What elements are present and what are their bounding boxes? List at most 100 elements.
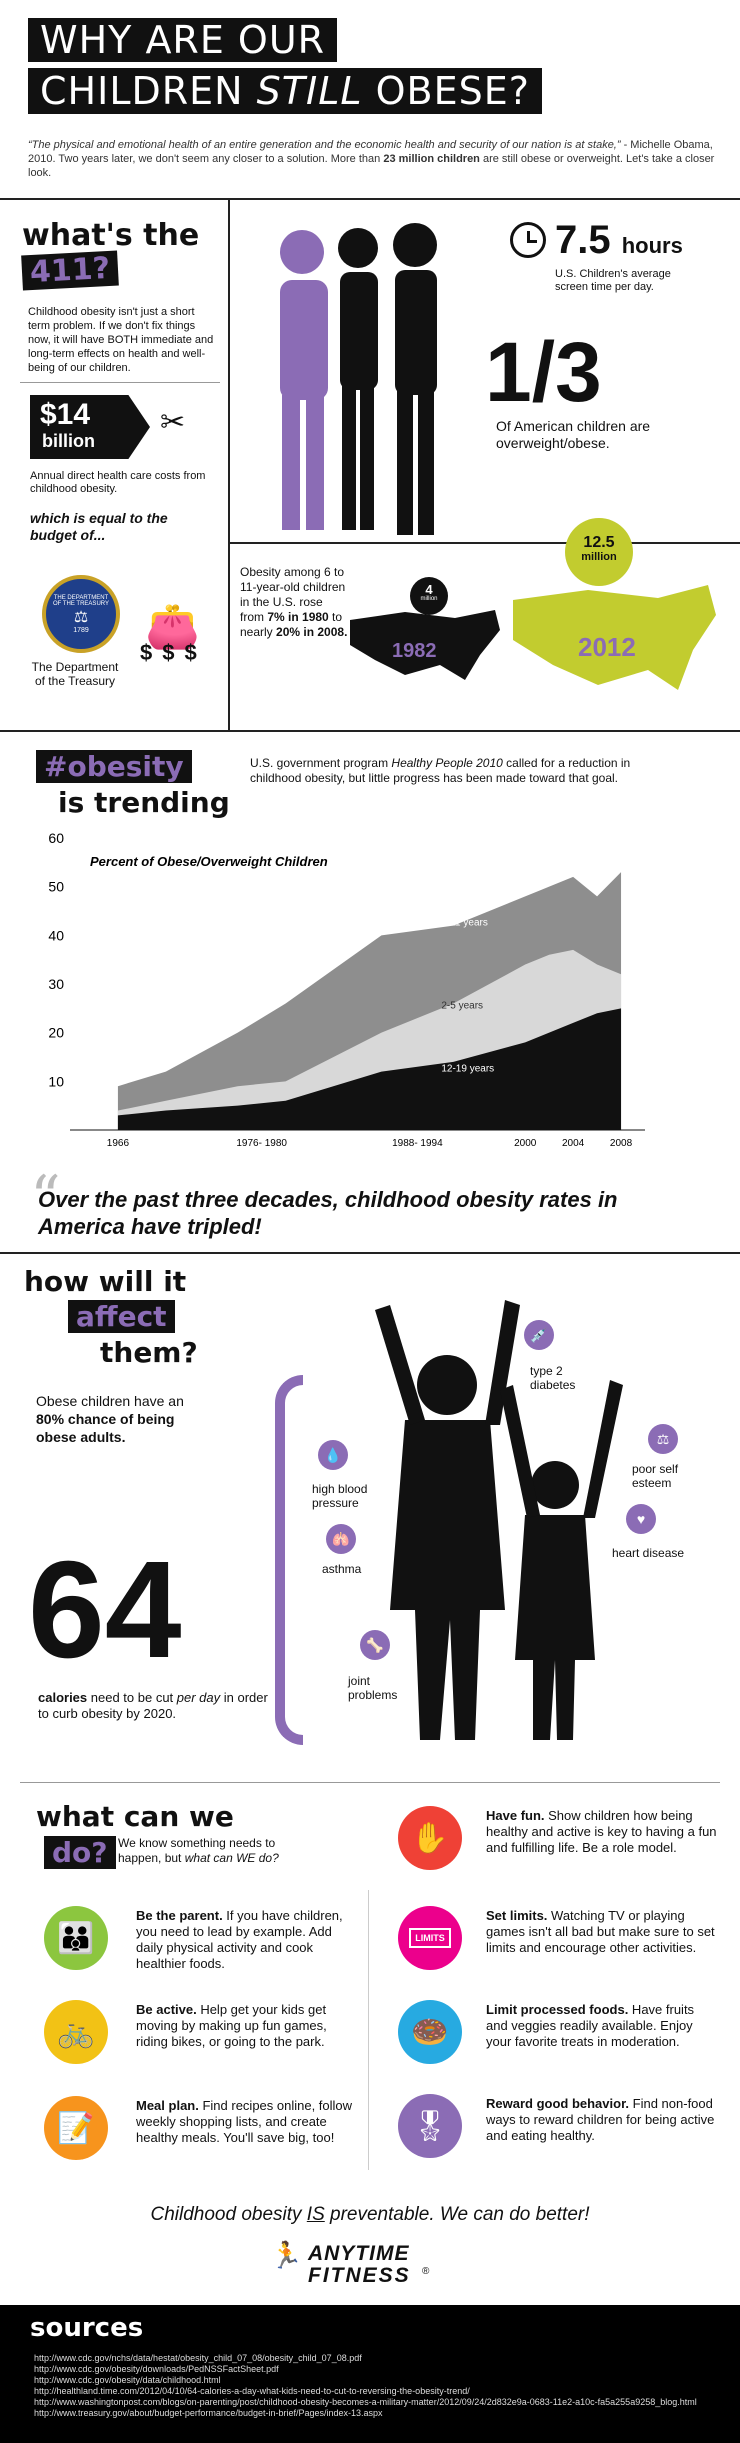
divider bbox=[0, 1252, 740, 1254]
seal-year: 1789 bbox=[73, 626, 89, 634]
map-text: Obesity among 6 to 11-year-old children … bbox=[240, 565, 350, 640]
sub-b: what can WE do? bbox=[184, 1851, 279, 1865]
heart-icon: ♥ bbox=[626, 1504, 656, 1534]
y-tick-label: 10 bbox=[48, 1073, 64, 1089]
x-tick-label: 2000 bbox=[514, 1138, 537, 1149]
cost-unit: billion bbox=[42, 431, 95, 451]
affect-heading-c: them? bbox=[100, 1336, 198, 1369]
fraction-stat: 1/3 bbox=[485, 325, 602, 419]
affect-heading-a: how will it bbox=[24, 1265, 187, 1298]
title-line-1: WHY ARE OUR bbox=[28, 18, 338, 62]
whatcan-heading-a: what can we bbox=[36, 1800, 234, 1833]
desc-b: Healthy People 2010 bbox=[391, 756, 503, 770]
source-link[interactable]: http://healthland.time.com/2012/04/10/64… bbox=[34, 2386, 470, 2396]
cal-a: calories bbox=[38, 1690, 88, 1705]
trend-desc: U.S. government program Healthy People 2… bbox=[250, 756, 680, 786]
quote-tail: are still obese or overweight. Let's tak… bbox=[28, 153, 715, 179]
title-part: CHILDREN bbox=[40, 69, 257, 113]
tip-title: Have fun. bbox=[486, 1808, 545, 1823]
y-tick-label: 50 bbox=[48, 879, 64, 895]
logo-anytime: ANYTIME bbox=[308, 2242, 410, 2265]
x-tick-label: 2004 bbox=[562, 1138, 585, 1149]
pull-quote: Over the past three decades, childhood o… bbox=[38, 1187, 618, 1239]
donut-icon: 🍩 bbox=[398, 2000, 462, 2064]
trending-text: is trending bbox=[58, 786, 230, 819]
map-text-b: 7% in 1980 bbox=[267, 610, 329, 624]
cal-b: need to be cut bbox=[87, 1690, 177, 1705]
y-tick-label: 20 bbox=[48, 1025, 64, 1041]
bubble-4m: 4 million bbox=[410, 577, 448, 615]
us-map-1982 bbox=[350, 610, 500, 680]
hand-icon: ✋ bbox=[398, 1806, 462, 1870]
source-link[interactable]: http://www.cdc.gov/obesity/downloads/Ped… bbox=[34, 2364, 279, 2374]
calories-text: calories need to be cut per day in order… bbox=[38, 1690, 268, 1722]
hours-stat: 7.5 hours bbox=[555, 218, 683, 263]
quote-text: “The physical and emotional health of an… bbox=[28, 139, 621, 151]
affect-text: Obese children have an 80% chance of bei… bbox=[36, 1392, 206, 1446]
title-line-2: CHILDREN STILL OBESE? bbox=[28, 68, 542, 114]
source-link[interactable]: http://www.washingtonpost.com/blogs/on-p… bbox=[34, 2397, 697, 2407]
raised-arms-silhouettes bbox=[375, 1300, 623, 1740]
y-tick-label: 40 bbox=[48, 927, 64, 943]
notepad-icon: 📝 bbox=[44, 2096, 108, 2160]
divider bbox=[20, 1782, 720, 1783]
affect-text-b: 80% chance of being obese adults. bbox=[36, 1411, 175, 1445]
tip-text: Find non-food ways to reward children fo… bbox=[486, 2096, 715, 2143]
money-bin-icon: 👛 bbox=[145, 602, 200, 651]
x-tick-label: 1976- 1980 bbox=[236, 1138, 287, 1149]
source-link[interactable]: http://www.treasury.gov/about/budget-per… bbox=[34, 2408, 383, 2418]
tip-text: Have fruits and veggies readily availabl… bbox=[486, 2002, 695, 2049]
cost-value: $14 bbox=[40, 398, 91, 431]
series-label: 12-19 years bbox=[441, 1064, 494, 1075]
chart-title: Percent of Obese/Overweight Children bbox=[90, 854, 328, 869]
column-divider bbox=[368, 1890, 369, 2170]
blood-drop-icon: 💧 bbox=[318, 1440, 348, 1470]
source-link[interactable]: http://www.cdc.gov/obesity/data/childhoo… bbox=[34, 2375, 221, 2385]
closing-line: Childhood obesity IS preventable. We can… bbox=[0, 2204, 740, 2226]
treasury-label: The Department of the Treasury bbox=[31, 660, 119, 688]
scissors-icon: ✂ bbox=[160, 406, 186, 439]
label-asthma: asthma bbox=[322, 1562, 362, 1576]
tv-icon: LIMITS bbox=[398, 1906, 462, 1970]
dollar-icons: $$$ bbox=[140, 640, 207, 665]
title-part: OBESE? bbox=[362, 69, 530, 113]
x-tick-label: 1966 bbox=[107, 1138, 130, 1149]
ribbon-icon: 🎖 bbox=[398, 2094, 462, 2158]
vertical-divider bbox=[228, 200, 230, 730]
label-heart-disease: heart disease bbox=[612, 1546, 685, 1560]
tip-text: If you have children, you need to lead b… bbox=[136, 1908, 343, 1971]
title-still: STILL bbox=[256, 69, 363, 113]
series-label: 2-5 years bbox=[441, 1000, 483, 1011]
label-diabetes: type 2 diabetes bbox=[530, 1364, 576, 1392]
tip-title: Set limits. bbox=[486, 1908, 548, 1923]
joint-icon: 🦴 bbox=[360, 1630, 390, 1660]
brace bbox=[275, 1375, 303, 1745]
lungs-icon: 🫁 bbox=[326, 1524, 356, 1554]
children-silhouettes bbox=[280, 223, 437, 535]
year-1982: 1982 bbox=[392, 640, 437, 662]
sources-title: sources bbox=[30, 2313, 144, 2343]
tip-text: Find recipes online, follow weekly shopp… bbox=[136, 2098, 353, 2145]
sources-list: http://www.cdc.gov/nchs/data/hestat/obes… bbox=[34, 2353, 734, 2419]
seal-text: THE DEPARTMENT OF THE TREASURY bbox=[52, 594, 109, 607]
bubble-value: 4 bbox=[425, 582, 433, 597]
equal-text: which is equal to the budget of... bbox=[30, 510, 168, 543]
heading-411: 411? bbox=[21, 250, 119, 291]
bubble-12m: 12.5 million bbox=[565, 518, 633, 586]
label-joint-problems: joint problems bbox=[348, 1674, 398, 1702]
tip-title: Be the parent. bbox=[136, 1908, 223, 1923]
tip-title: Meal plan. bbox=[136, 2098, 199, 2113]
quote-attr: - Michelle Obama, 2010. Two years later,… bbox=[28, 139, 713, 165]
child-silhouette-purple bbox=[280, 230, 328, 530]
hours-text: U.S. Children's average screen time per … bbox=[555, 268, 671, 293]
divider bbox=[20, 382, 220, 383]
whatcan-sub: We know something needs to happen, but w… bbox=[118, 1836, 318, 1866]
hours-unit: hours bbox=[621, 233, 683, 258]
whatcan-heading-b: do? bbox=[44, 1836, 116, 1869]
series-label: 6-11 years bbox=[441, 918, 488, 929]
scale-icon: ⚖ bbox=[648, 1424, 678, 1454]
section-411-heading: what's the 411? bbox=[21, 218, 199, 291]
tip-title: Limit processed foods. bbox=[486, 2002, 629, 2017]
source-link[interactable]: http://www.cdc.gov/nchs/data/hestat/obes… bbox=[34, 2353, 362, 2363]
y-tick-label: 60 bbox=[48, 830, 64, 846]
